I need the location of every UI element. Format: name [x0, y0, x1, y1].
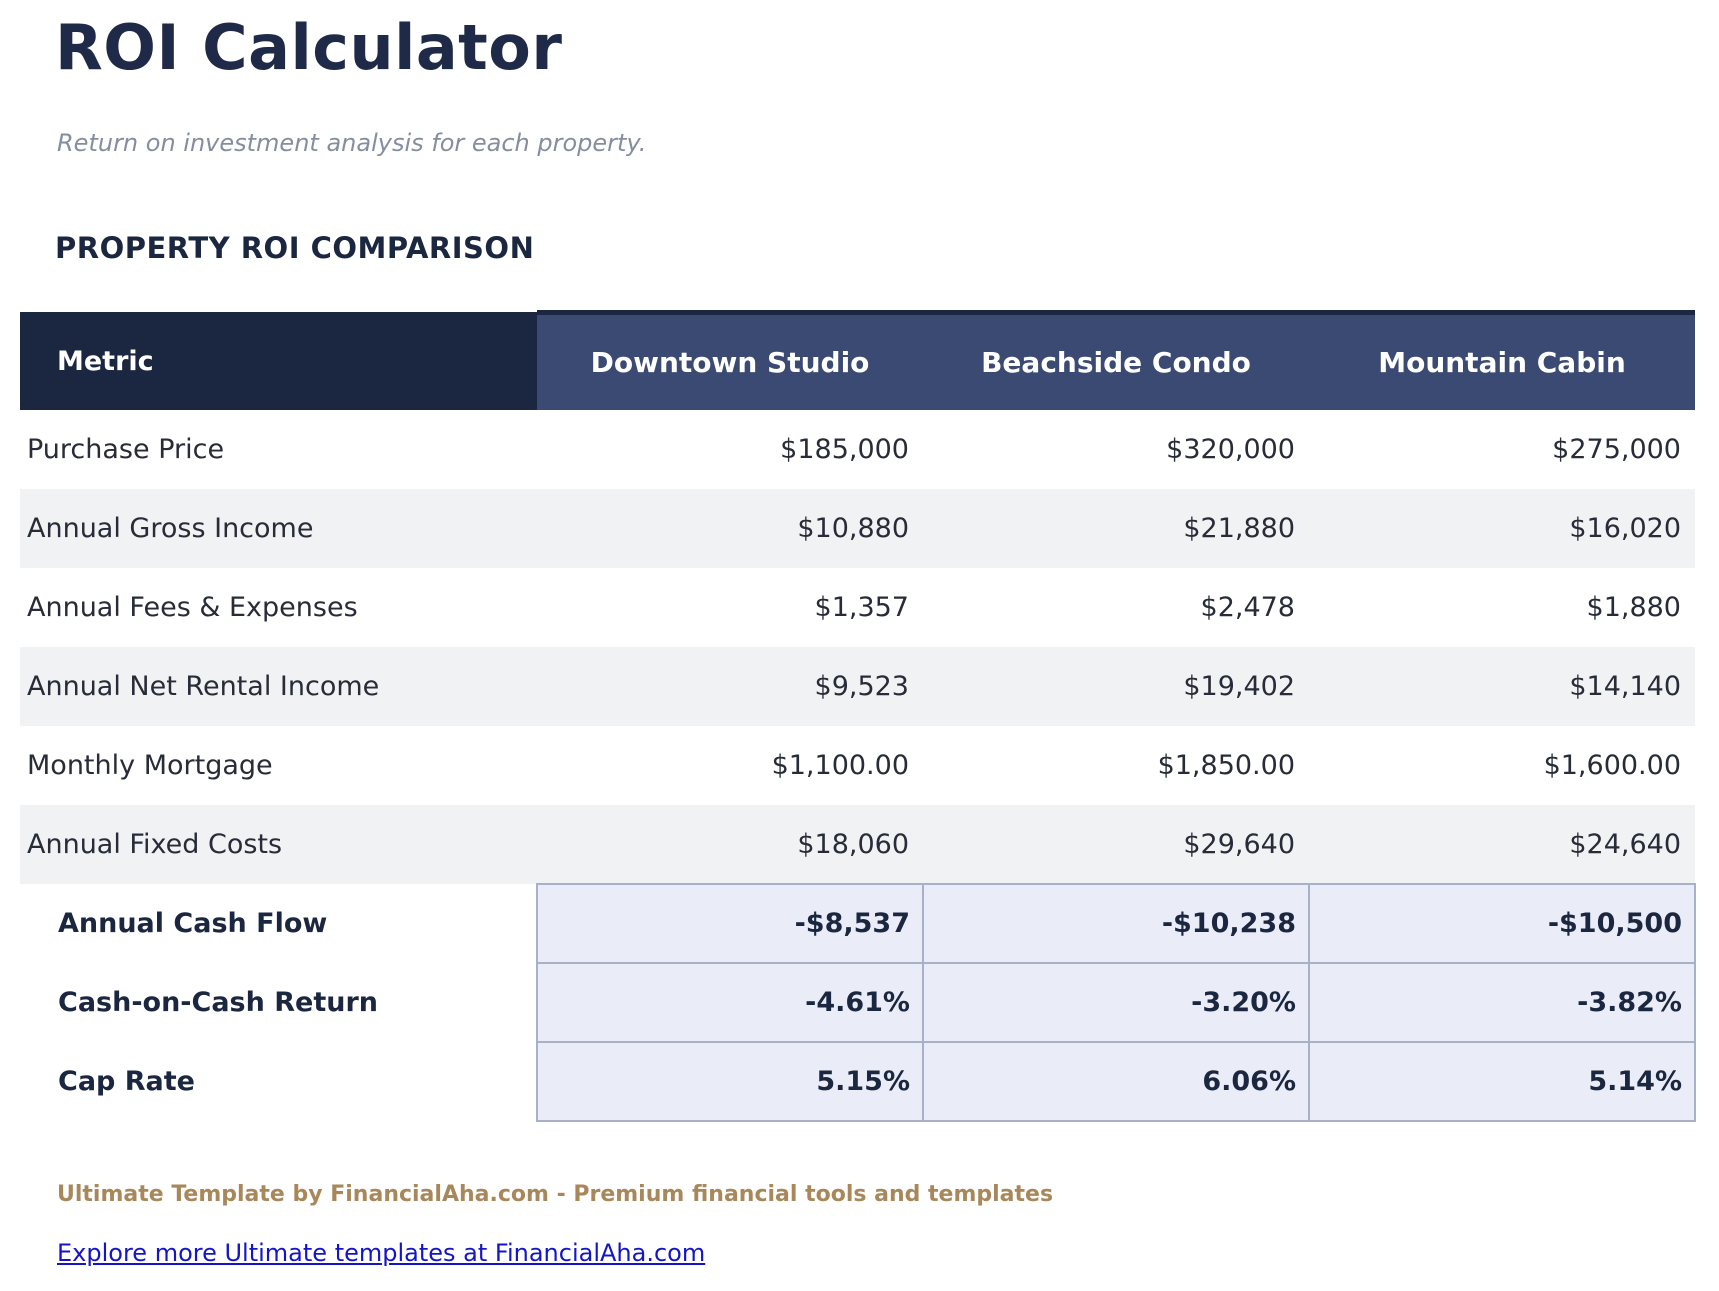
summary-row-cap-rate: Cap Rate 5.15% 6.06% 5.14% — [20, 1041, 1696, 1123]
metric-label: Annual Net Rental Income — [20, 647, 537, 727]
summary-value-cell: -3.20% — [922, 962, 1310, 1044]
table-row-purchase-price: Purchase Price $185,000 $320,000 $275,00… — [20, 410, 1695, 489]
summary-row-cash-on-cash-return: Cash-on-Cash Return -4.61% -3.20% -3.82% — [20, 962, 1696, 1044]
column-header-mountain-cabin: Mountain Cabin — [1309, 309, 1695, 411]
page-subtitle: Return on investment analysis for each p… — [57, 128, 647, 157]
explore-templates-link[interactable]: Explore more Ultimate templates at Finan… — [57, 1239, 706, 1268]
value-cell: $14,140 — [1309, 647, 1695, 727]
column-header-metric: Metric — [20, 312, 537, 411]
table-row-annual-fixed-costs: Annual Fixed Costs $18,060 $29,640 $24,6… — [20, 805, 1695, 885]
value-cell: $21,880 — [923, 489, 1309, 569]
value-cell: $9,523 — [537, 647, 923, 727]
value-cell: $1,357 — [814, 592, 909, 624]
value-cell: $1,880 — [1586, 592, 1681, 624]
page-title: ROI Calculator — [55, 11, 563, 84]
table-header-row: Metric Downtown Studio Beachside Condo M… — [20, 309, 1695, 411]
column-header-beachside-condo: Beachside Condo — [923, 309, 1309, 411]
value-cell: $1,600.00 — [1543, 750, 1681, 782]
footer-branding-text: Ultimate Template by FinancialAha.com - … — [57, 1182, 1054, 1208]
value-cell: $24,640 — [1309, 805, 1695, 885]
table-row-monthly-mortgage: Monthly Mortgage $1,100.00 $1,850.00 $1,… — [20, 726, 1695, 805]
value-cell: $185,000 — [780, 434, 909, 466]
table-row-annual-gross-income: Annual Gross Income $10,880 $21,880 $16,… — [20, 489, 1695, 569]
value-cell: $320,000 — [1166, 434, 1295, 466]
summary-value-cell: 5.14% — [1308, 1041, 1696, 1123]
summary-value-cell: -$8,537 — [536, 883, 924, 965]
value-cell: $2,478 — [1200, 592, 1295, 624]
summary-label: Cash-on-Cash Return — [20, 963, 537, 1043]
metric-label: Annual Fixed Costs — [20, 805, 537, 885]
value-cell: $10,880 — [537, 489, 923, 569]
summary-value-cell: -$10,500 — [1308, 883, 1696, 965]
value-cell: $1,850.00 — [1157, 750, 1295, 782]
value-cell: $16,020 — [1309, 489, 1695, 569]
value-cell: $29,640 — [923, 805, 1309, 885]
metric-label: Monthly Mortgage — [27, 750, 273, 782]
metric-label: Purchase Price — [27, 434, 225, 466]
property-roi-comparison-table: Metric Downtown Studio Beachside Condo M… — [20, 309, 1696, 1123]
table-row-annual-fees-expenses: Annual Fees & Expenses $1,357 $2,478 $1,… — [20, 568, 1695, 647]
table-row-annual-net-rental-income: Annual Net Rental Income $9,523 $19,402 … — [20, 647, 1695, 727]
summary-value-cell: -4.61% — [536, 962, 924, 1044]
summary-value-cell: 5.15% — [536, 1041, 924, 1123]
metric-label: Annual Gross Income — [20, 489, 537, 569]
summary-label: Cap Rate — [20, 1042, 537, 1122]
metric-label: Annual Fees & Expenses — [27, 592, 358, 624]
summary-label: Annual Cash Flow — [20, 884, 537, 964]
value-cell: $18,060 — [537, 805, 923, 885]
summary-value-cell: -3.82% — [1308, 962, 1696, 1044]
section-heading: PROPERTY ROI COMPARISON — [55, 230, 535, 265]
summary-row-annual-cash-flow: Annual Cash Flow -$8,537 -$10,238 -$10,5… — [20, 883, 1696, 965]
value-cell: $19,402 — [923, 647, 1309, 727]
summary-value-cell: -$10,238 — [922, 883, 1310, 965]
value-cell: $275,000 — [1552, 434, 1681, 466]
column-header-downtown-studio: Downtown Studio — [537, 309, 923, 411]
summary-value-cell: 6.06% — [922, 1041, 1310, 1123]
value-cell: $1,100.00 — [771, 750, 909, 782]
